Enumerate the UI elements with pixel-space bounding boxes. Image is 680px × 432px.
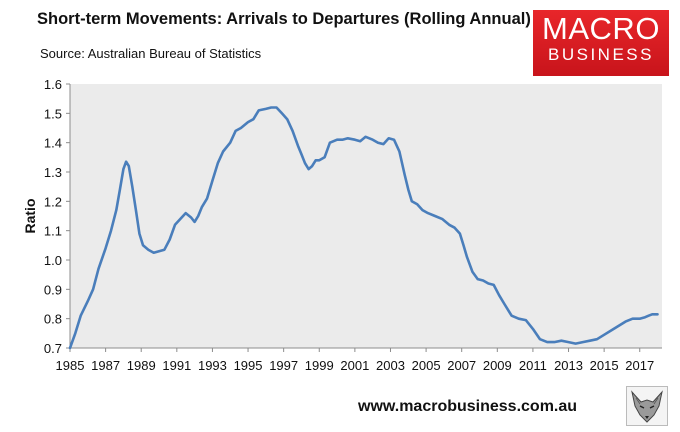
- y-tick-label: 0.9: [44, 282, 62, 297]
- x-tick-label: 2005: [412, 358, 441, 373]
- chart-title: Short-term Movements: Arrivals to Depart…: [37, 10, 531, 28]
- x-tick-label: 2009: [483, 358, 512, 373]
- x-tick-label: 2007: [447, 358, 476, 373]
- plot-area: [70, 84, 662, 348]
- y-tick-label: 1.2: [44, 194, 62, 209]
- footer-website-url[interactable]: www.macrobusiness.com.au: [358, 398, 578, 415]
- y-tick-label: 1.1: [44, 224, 62, 239]
- x-tick-label: 1993: [198, 358, 227, 373]
- macrobusiness-logo[interactable]: MACRO BUSINESS: [533, 10, 669, 76]
- x-tick-label: 2013: [554, 358, 583, 373]
- x-tick-label: 2015: [590, 358, 619, 373]
- x-tick-label: 1997: [269, 358, 298, 373]
- x-tick-label: 1995: [234, 358, 263, 373]
- x-tick-label: 2001: [340, 358, 369, 373]
- y-axis-label: Ratio: [22, 199, 38, 234]
- fox-mascot-icon: [626, 386, 668, 426]
- y-axis-ticks: 0.7 0.8 0.9 1.0 1.1 1.2 1.3 1.4 1.5 1.6: [44, 77, 70, 356]
- y-tick-label: 0.7: [44, 341, 62, 356]
- y-tick-label: 1.0: [44, 253, 62, 268]
- series-line-arrivals-to-departures: [68, 106, 659, 350]
- x-tick-label: 1987: [91, 358, 120, 373]
- chart-subtitle: Source: Australian Bureau of Statistics: [40, 46, 262, 61]
- x-tick-label: 2011: [519, 358, 547, 373]
- x-tick-label: 1991: [162, 358, 191, 373]
- y-tick-label: 0.8: [44, 312, 62, 327]
- x-tick-label: 1999: [305, 358, 334, 373]
- x-tick-label: 2003: [376, 358, 405, 373]
- y-tick-label: 1.3: [44, 165, 62, 180]
- x-tick-label: 1985: [56, 358, 85, 373]
- x-tick-label: 1989: [127, 358, 156, 373]
- x-tick-label: 2017: [625, 358, 654, 373]
- x-axis-ticks: 1985 1987 1989 1991 1993 1995 1997 1999 2001 2003…: [56, 348, 654, 373]
- logo-line-1: MACRO: [542, 11, 660, 46]
- y-tick-label: 1.5: [44, 106, 62, 121]
- logo-line-2: BUSINESS: [548, 45, 654, 64]
- y-tick-label: 1.6: [44, 77, 62, 92]
- y-tick-label: 1.4: [44, 136, 62, 151]
